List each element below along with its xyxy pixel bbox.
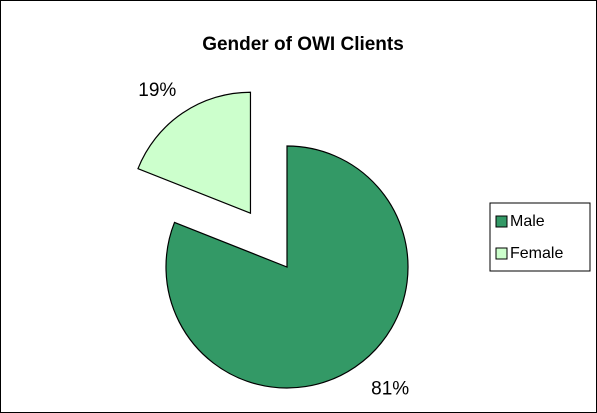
pie-slice	[165, 145, 409, 389]
chart-title: Gender of OWI Clients	[202, 34, 404, 55]
legend-swatch	[495, 215, 508, 228]
pie-slice	[137, 91, 252, 215]
legend-swatch	[495, 247, 508, 260]
legend-label: Male	[510, 213, 545, 230]
legend-label: Female	[510, 245, 563, 262]
data-label: 81%	[371, 378, 409, 399]
legend-box	[489, 202, 591, 272]
data-label: 19%	[138, 80, 176, 101]
